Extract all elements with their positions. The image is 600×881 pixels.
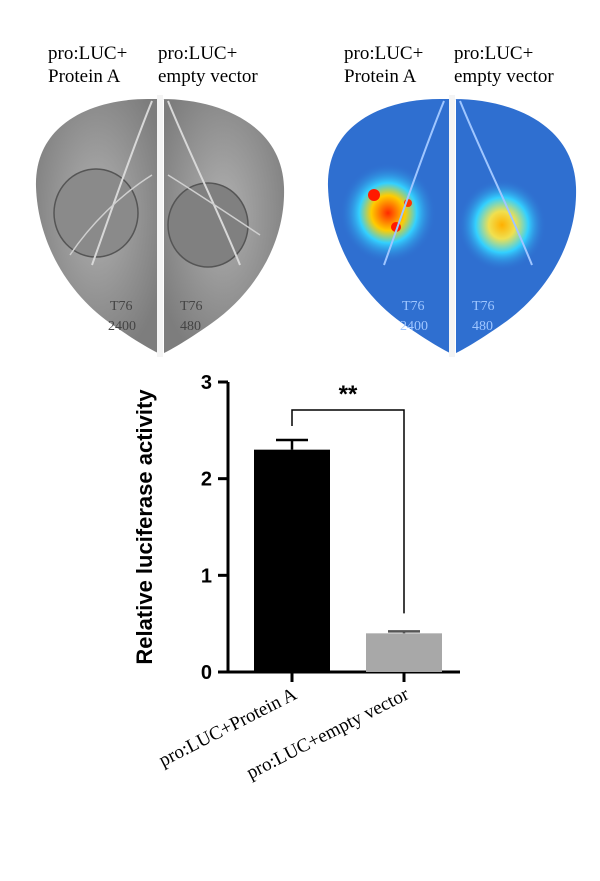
bars xyxy=(254,438,442,672)
y-tick-label: 2 xyxy=(201,469,212,491)
caption-heat-empty-vector: pro:LUC+ empty vector xyxy=(454,43,554,87)
significance-bracket xyxy=(291,409,405,614)
svg-text:T76: T76 xyxy=(402,299,425,314)
luciferase-bar-chart: Relative luciferase activity 0 1 2 3 ** pro… xyxy=(132,372,460,784)
y-axis-label: Relative luciferase activity xyxy=(132,389,157,665)
y-tick-label: 3 xyxy=(201,372,212,394)
svg-text:480: 480 xyxy=(180,319,201,334)
caption-gray-protein-a: pro:LUC+ Protein A xyxy=(48,43,128,87)
y-tick-label: 1 xyxy=(201,565,212,587)
svg-text:2400: 2400 xyxy=(108,319,136,334)
bar xyxy=(366,633,442,672)
bar xyxy=(254,449,330,672)
significance-label: ** xyxy=(339,381,358,408)
svg-text:T76: T76 xyxy=(180,299,203,314)
svg-text:2400: 2400 xyxy=(400,319,428,334)
y-axis: 0 1 2 3 xyxy=(201,372,230,684)
x-axis xyxy=(226,670,460,682)
svg-text:T76: T76 xyxy=(472,299,495,314)
y-tick-label: 0 xyxy=(201,662,212,684)
leaf-grayscale-image: T76 2400 T76 480 xyxy=(35,95,285,357)
leaf-luminescence-image: T76 2400 T76 480 xyxy=(327,95,577,357)
svg-text:480: 480 xyxy=(472,319,493,334)
svg-text:T76: T76 xyxy=(110,299,133,314)
significance-annotation: ** xyxy=(291,381,405,614)
caption-heat-protein-a: pro:LUC+ Protein A xyxy=(344,43,424,87)
caption-gray-empty-vector: pro:LUC+ empty vector xyxy=(158,43,258,87)
